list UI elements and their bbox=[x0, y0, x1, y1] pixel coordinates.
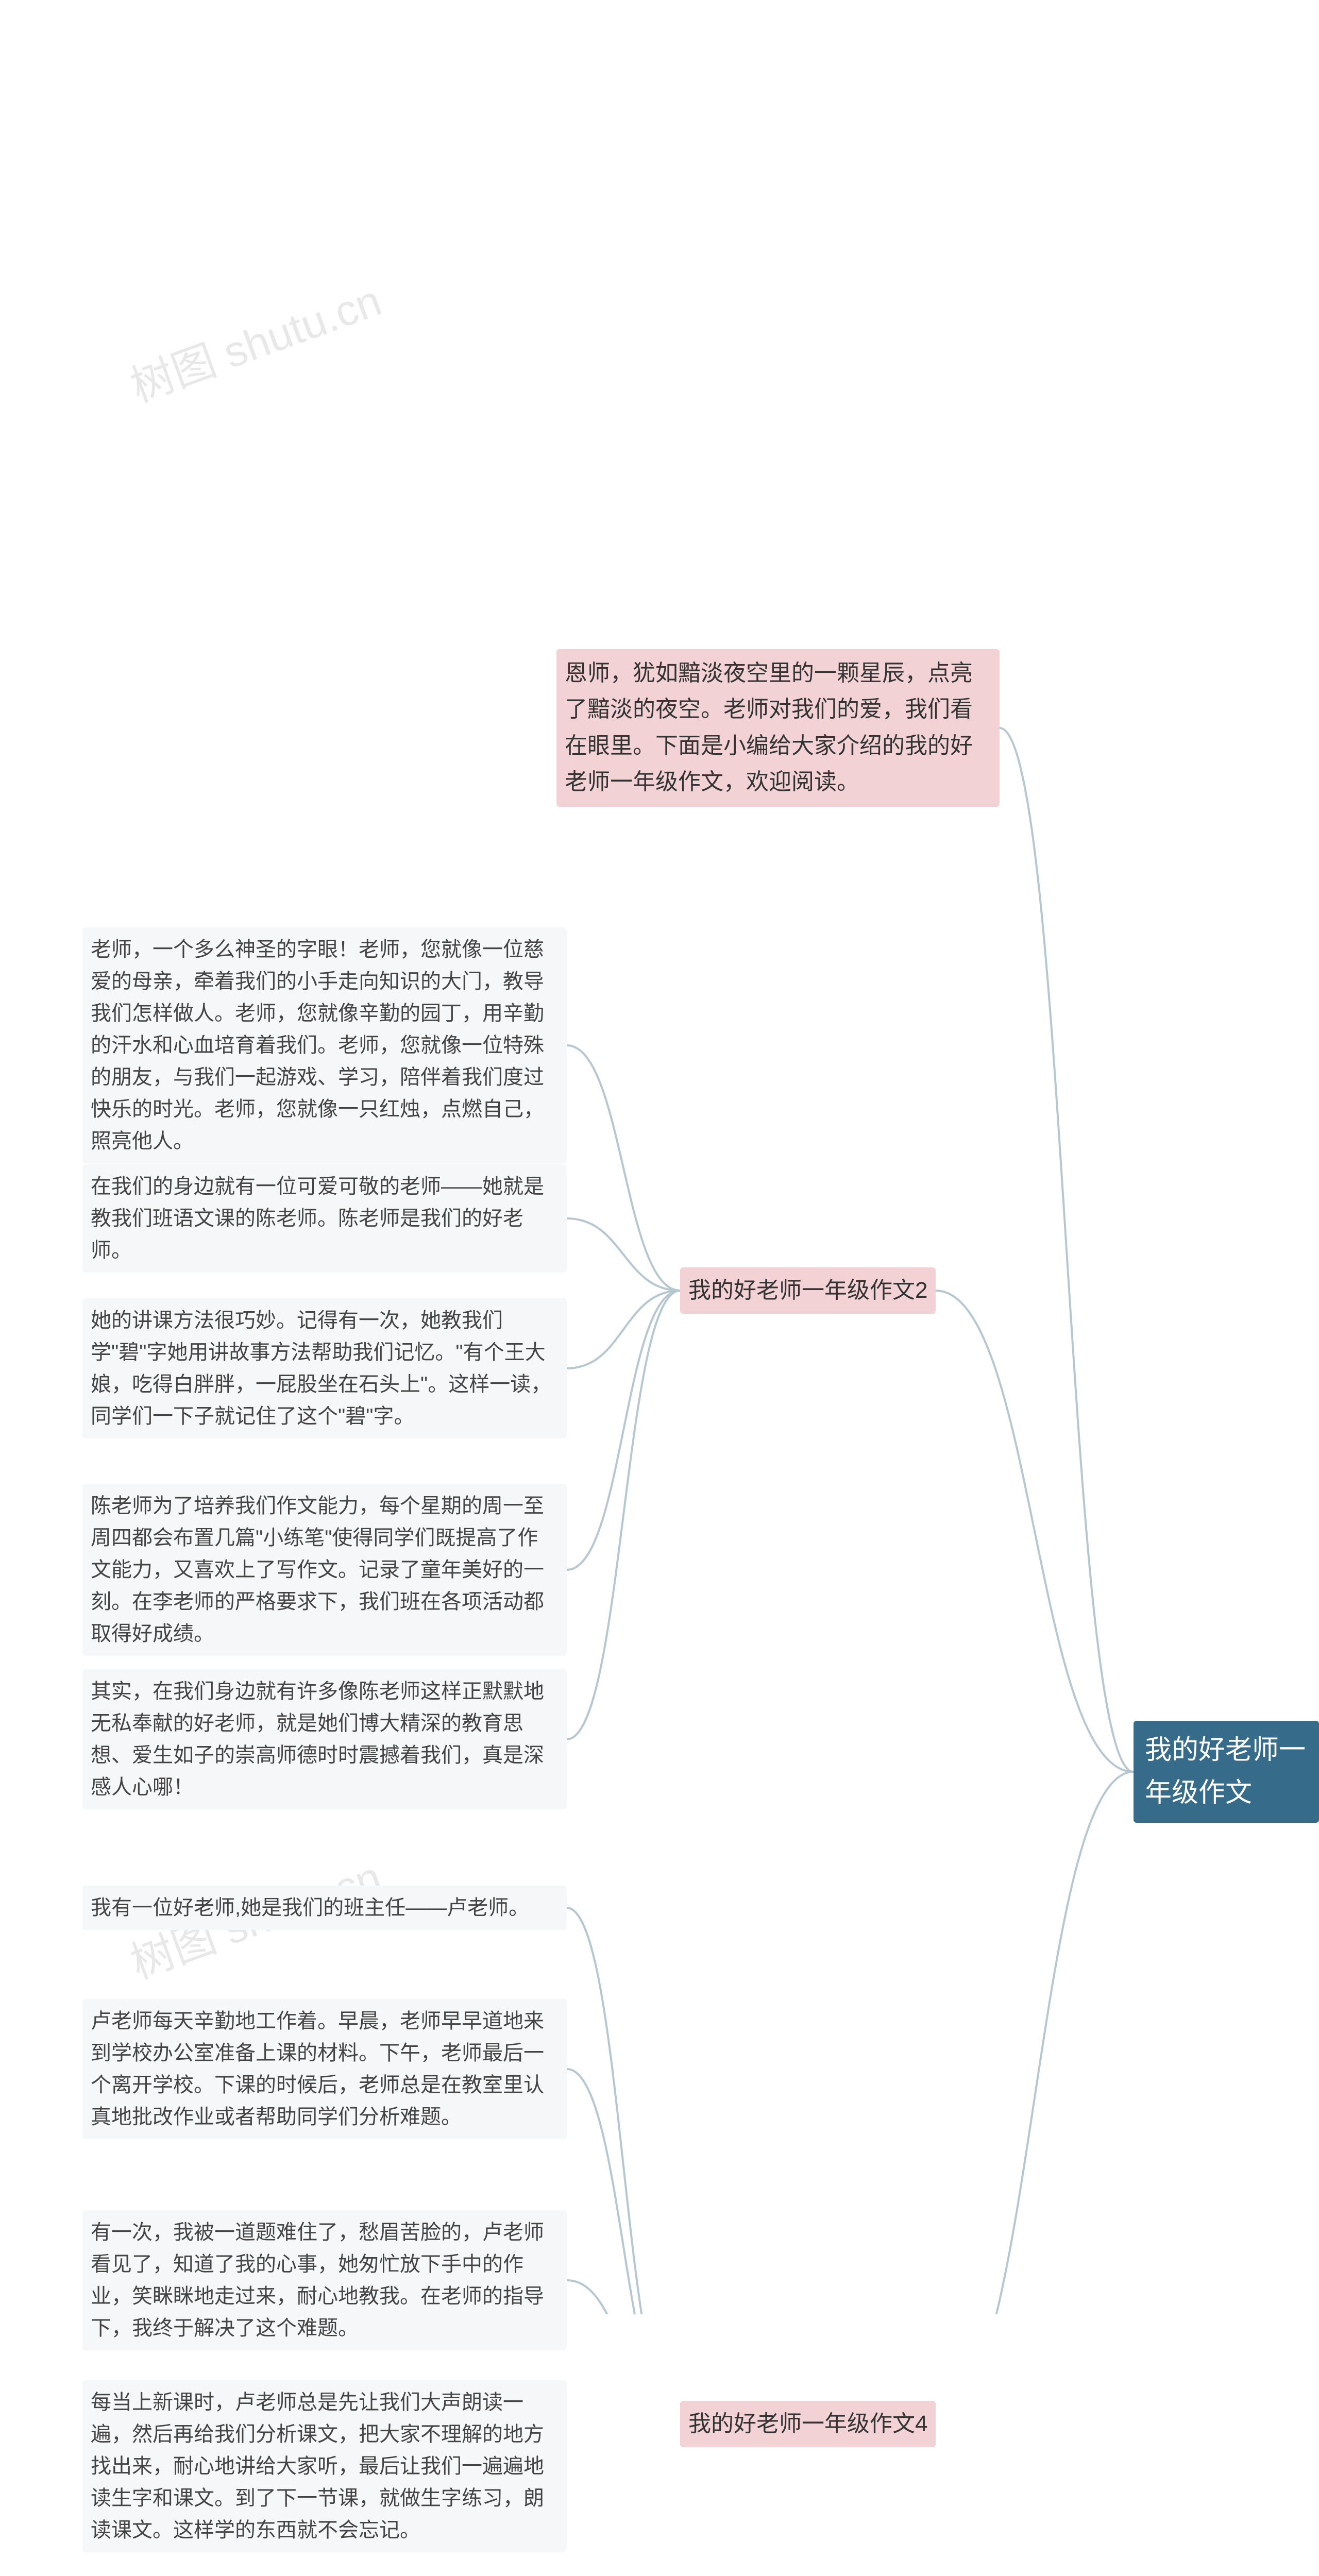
section-node: 我的好老师一年级作文4 bbox=[680, 2401, 936, 2447]
leaf-node: 有一次，我被一道题难住了，愁眉苦脸的，卢老师看见了，知道了我的心事，她匆忙放下手… bbox=[82, 2210, 567, 2350]
leaf-node: 她的讲课方法很巧妙。记得有一次，她教我们学"碧"字她用讲故事方法帮助我们记忆。"… bbox=[82, 1298, 567, 1438]
leaf-node: 我有一位好老师,她是我们的班主任——卢老师。 bbox=[82, 1886, 567, 1930]
leaf-node: 其实，在我们身边就有许多像陈老师这样正默默地无私奉献的好老师，就是她们博大精深的… bbox=[82, 1669, 567, 1809]
section-node: 我的好老师一年级作文2 bbox=[680, 1267, 936, 1314]
mindmap-canvas: 树图 shutu.cn树图 shutu.cn树图 shutu.cn树图 shut… bbox=[0, 0, 1319, 2314]
leaf-node: 每当上新课时，卢老师总是先让我们大声朗读一遍，然后再给我们分析课文，把大家不理解… bbox=[82, 2380, 567, 2552]
leaf-node: 卢老师每天辛勤地工作着。早晨，老师早早道地来到学校办公室准备上课的材料。下午，老… bbox=[82, 1999, 567, 2139]
root-node: 我的好老师一年级作文 bbox=[1134, 1721, 1319, 1823]
leaf-node: 老师，一个多么神圣的字眼！老师，您就像一位慈爱的母亲，牵着我们的小手走向知识的大… bbox=[82, 927, 567, 1163]
leaf-node: 在我们的身边就有一位可爱可敬的老师——她就是教我们班语文课的陈老师。陈老师是我们… bbox=[82, 1164, 567, 1273]
intro-node: 恩师，犹如黯淡夜空里的一颗星辰，点亮了黯淡的夜空。老师对我们的爱，我们看在眼里。… bbox=[556, 649, 1000, 807]
leaf-node: 陈老师为了培养我们作文能力，每个星期的周一至周四都会布置几篇"小练笔"使得同学们… bbox=[82, 1484, 567, 1656]
